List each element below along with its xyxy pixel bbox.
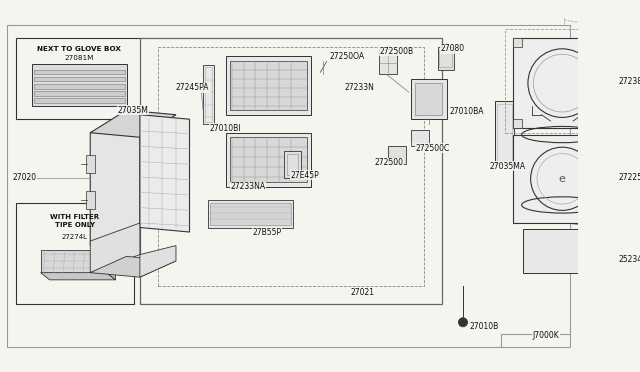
Text: 27010BA: 27010BA bbox=[449, 108, 484, 116]
Polygon shape bbox=[90, 115, 140, 246]
Text: 27080: 27080 bbox=[440, 44, 465, 53]
Text: 27245PA: 27245PA bbox=[176, 83, 209, 92]
Bar bbox=[203, 65, 214, 124]
Polygon shape bbox=[90, 110, 176, 137]
Bar bbox=[16, 38, 143, 119]
Bar bbox=[438, 47, 454, 70]
Text: 25234Z: 25234Z bbox=[618, 254, 640, 264]
Polygon shape bbox=[90, 223, 140, 273]
Bar bbox=[513, 38, 612, 128]
Bar bbox=[506, 29, 618, 133]
Bar bbox=[35, 77, 125, 81]
Polygon shape bbox=[140, 115, 189, 232]
Bar bbox=[207, 201, 293, 228]
Bar bbox=[16, 203, 134, 304]
Polygon shape bbox=[40, 273, 115, 280]
Bar bbox=[411, 78, 447, 119]
Bar bbox=[86, 192, 95, 209]
Bar bbox=[86, 155, 95, 173]
Text: 27E45P: 27E45P bbox=[291, 171, 319, 180]
Text: J7000K: J7000K bbox=[532, 331, 559, 340]
Text: 27010B: 27010B bbox=[469, 322, 499, 331]
Text: 27081M: 27081M bbox=[65, 55, 94, 61]
Text: 27274L: 27274L bbox=[62, 234, 88, 240]
Bar bbox=[513, 38, 522, 47]
Bar bbox=[230, 61, 307, 110]
Text: NEXT TO GLOVE BOX: NEXT TO GLOVE BOX bbox=[37, 46, 122, 52]
Bar bbox=[205, 67, 212, 122]
Text: 272500C: 272500C bbox=[415, 144, 449, 153]
Text: 27035M: 27035M bbox=[117, 106, 148, 115]
Polygon shape bbox=[388, 146, 406, 164]
Text: 27225: 27225 bbox=[618, 173, 640, 182]
Bar bbox=[35, 70, 125, 74]
Text: 272500B: 272500B bbox=[379, 47, 413, 56]
Bar bbox=[226, 133, 311, 187]
Circle shape bbox=[458, 318, 467, 327]
Bar bbox=[513, 135, 612, 223]
Bar bbox=[440, 50, 452, 67]
Bar bbox=[31, 64, 127, 106]
Bar bbox=[415, 83, 442, 115]
Text: 27233N: 27233N bbox=[345, 83, 374, 92]
Bar bbox=[284, 151, 301, 178]
Text: 27035MA: 27035MA bbox=[489, 162, 525, 171]
Bar bbox=[230, 137, 307, 182]
Bar bbox=[603, 38, 612, 47]
Bar bbox=[411, 130, 429, 146]
Polygon shape bbox=[140, 246, 176, 277]
Bar bbox=[35, 91, 125, 96]
Text: 27020: 27020 bbox=[13, 173, 36, 182]
Polygon shape bbox=[106, 250, 115, 280]
Bar bbox=[495, 101, 515, 164]
Text: 27250OA: 27250OA bbox=[330, 52, 365, 61]
Text: e: e bbox=[559, 174, 566, 184]
Bar bbox=[35, 99, 125, 103]
Bar bbox=[211, 203, 291, 225]
Text: 27233NA: 27233NA bbox=[230, 182, 265, 192]
Bar bbox=[379, 49, 397, 74]
Text: 272500: 272500 bbox=[374, 158, 404, 167]
Bar bbox=[603, 119, 612, 128]
Bar bbox=[513, 119, 522, 128]
Text: 27B55P: 27B55P bbox=[253, 228, 282, 237]
Polygon shape bbox=[40, 250, 106, 273]
Text: 27010BI: 27010BI bbox=[209, 124, 241, 133]
Bar bbox=[497, 104, 512, 161]
Text: WITH FILTER: WITH FILTER bbox=[51, 214, 99, 220]
Bar bbox=[287, 154, 298, 175]
Text: 27021: 27021 bbox=[350, 288, 374, 297]
Polygon shape bbox=[90, 256, 176, 277]
Bar bbox=[140, 38, 442, 304]
Text: TIPE ONLY: TIPE ONLY bbox=[55, 222, 95, 228]
Bar bbox=[35, 84, 125, 89]
Bar bbox=[226, 56, 311, 115]
Bar bbox=[524, 229, 596, 273]
Text: 27238: 27238 bbox=[618, 77, 640, 86]
Bar bbox=[158, 47, 424, 286]
